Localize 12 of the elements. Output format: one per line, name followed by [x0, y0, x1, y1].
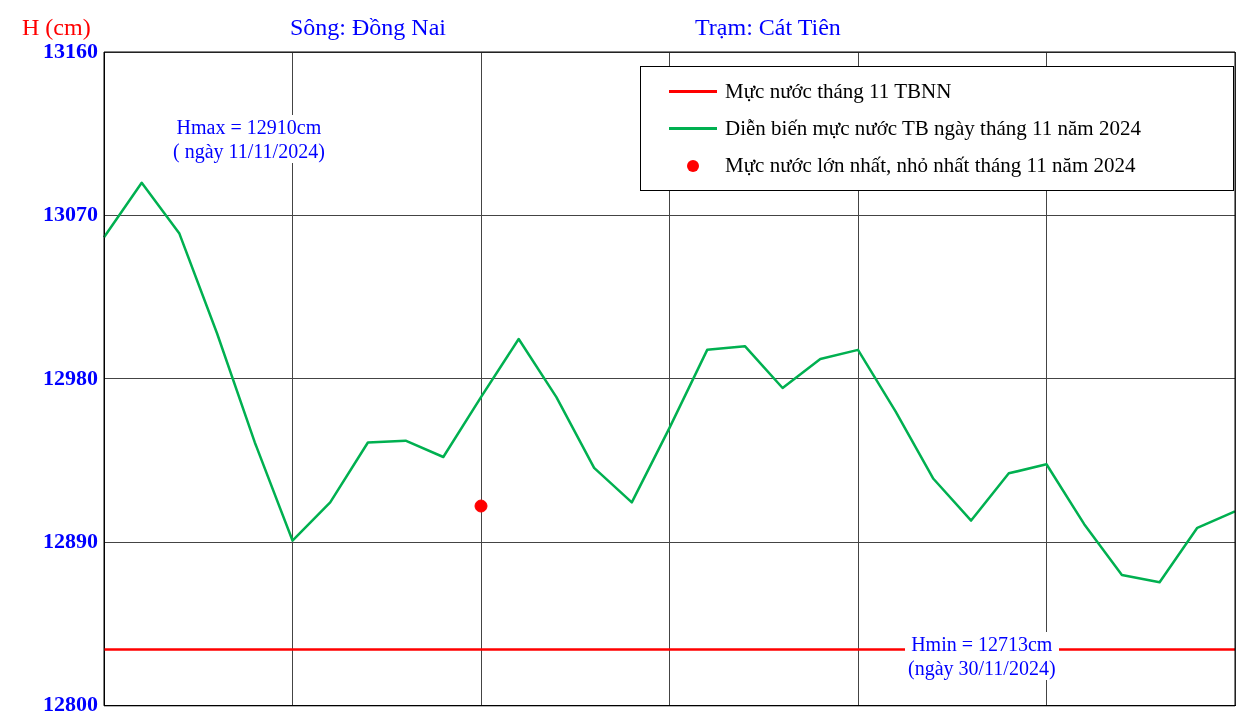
y-tick-label: 12890 [43, 528, 98, 554]
y-tick-label: 13070 [43, 201, 98, 227]
legend-label: Mực nước lớn nhất, nhỏ nhất tháng 11 năm 2024 [725, 153, 1136, 178]
y-axis-title: H (cm) [22, 14, 91, 41]
y-tick-label: 12980 [43, 364, 98, 390]
legend-label: Diễn biến mực nước TB ngày tháng 11 năm 2024 [725, 116, 1141, 141]
annotation: Hmax = 12910cm ( ngày 11/11/2024) [170, 115, 328, 163]
y-tick-label: 12800 [43, 691, 98, 717]
legend-label: Mực nước tháng 11 TBNN [725, 79, 952, 104]
chart-title: Sông: Đồng Nai [290, 14, 446, 41]
annotation: Hmin = 12713cm (ngày 30/11/2024) [905, 632, 1059, 680]
chart-subtitle: Trạm: Cát Tiên [695, 14, 841, 41]
